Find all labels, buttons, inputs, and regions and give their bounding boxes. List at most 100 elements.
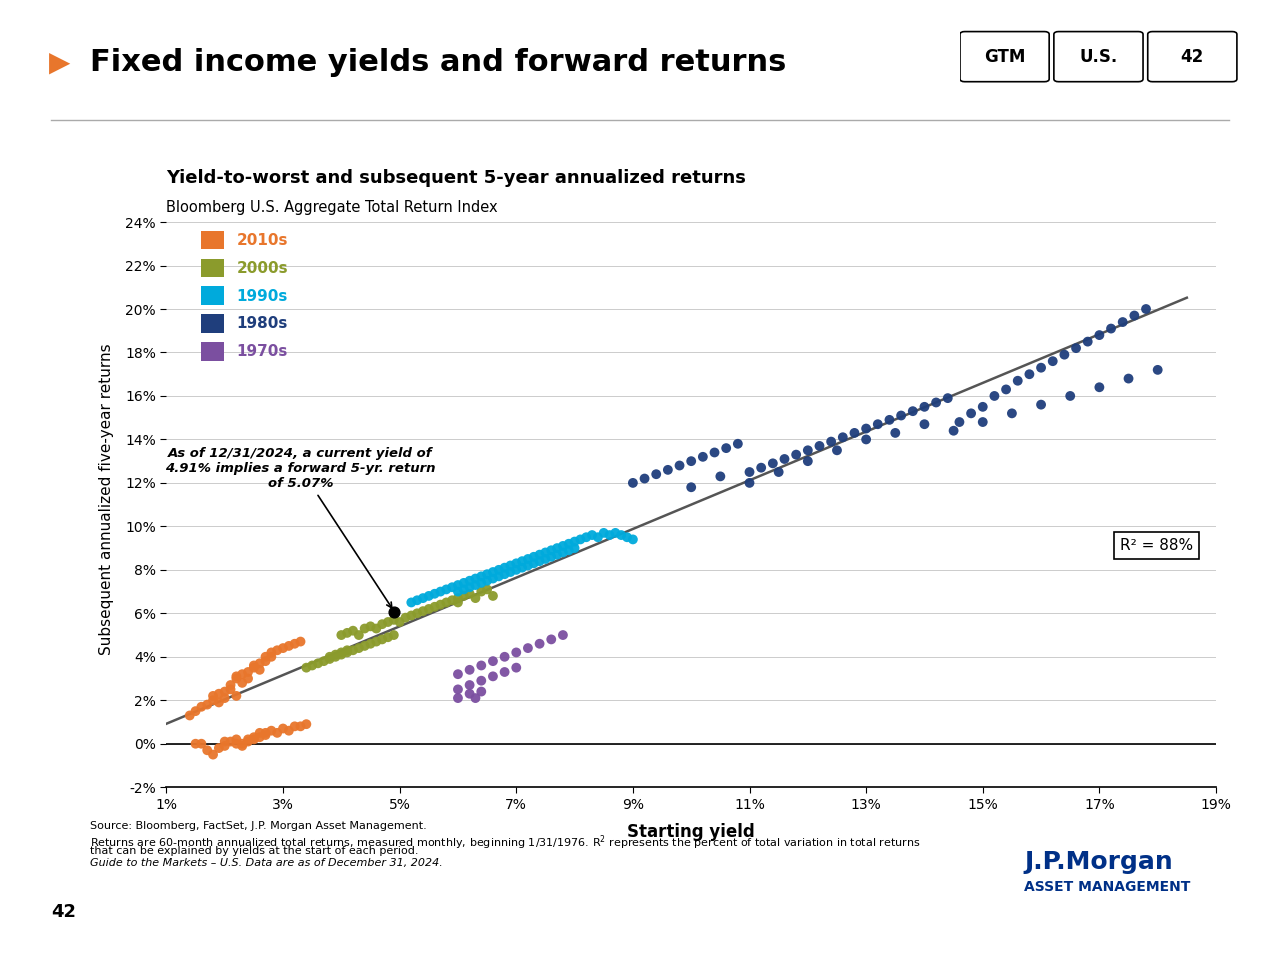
Text: As of 12/31/2024, a current yield of
4.91% implies a forward 5-yr. return
of 5.0: As of 12/31/2024, a current yield of 4.9… [165, 447, 435, 608]
Point [378, 614, 398, 630]
Point [343, 642, 364, 658]
FancyBboxPatch shape [1053, 32, 1143, 82]
Point [296, 660, 316, 675]
Point [460, 686, 480, 702]
Point [512, 560, 532, 575]
Point [1042, 353, 1062, 369]
Text: Yield-to-worst and subsequent 5-year annualized returns: Yield-to-worst and subsequent 5-year ann… [166, 169, 746, 187]
Point [453, 582, 474, 597]
Text: ASSET MANAGEMENT: ASSET MANAGEMENT [1024, 880, 1190, 894]
Point [740, 475, 760, 491]
Point [227, 688, 247, 704]
Point [517, 558, 538, 573]
Point [763, 456, 783, 471]
FancyBboxPatch shape [1148, 32, 1236, 82]
Point [261, 645, 282, 660]
Point [845, 425, 865, 441]
Point [453, 588, 474, 604]
Point [448, 666, 468, 682]
Point [261, 723, 282, 738]
Point [332, 647, 352, 662]
Point [243, 658, 264, 673]
Point [372, 616, 393, 632]
Point [973, 415, 993, 430]
Text: U.S.: U.S. [1079, 48, 1117, 65]
Text: 42: 42 [51, 903, 77, 921]
Point [1030, 360, 1051, 375]
Point [996, 382, 1016, 397]
Text: Fixed income yields and forward returns: Fixed income yields and forward returns [90, 48, 786, 77]
Point [553, 628, 573, 643]
Point [215, 738, 236, 754]
Point [914, 417, 934, 432]
Point [337, 625, 357, 640]
Point [465, 590, 485, 606]
Point [220, 733, 241, 749]
Point [348, 640, 369, 656]
Point [471, 575, 492, 590]
Text: ▶: ▶ [49, 48, 70, 77]
Point [564, 534, 585, 549]
Point [320, 649, 340, 664]
Point [809, 439, 829, 454]
Point [594, 525, 614, 540]
Text: Returns are 60-month annualized total returns, measured monthly, beginning 1/31/: Returns are 60-month annualized total re… [90, 833, 920, 852]
Point [302, 658, 323, 673]
Point [227, 671, 247, 686]
Point [279, 723, 300, 738]
Point [832, 429, 852, 444]
Point [412, 590, 433, 606]
Point [1078, 334, 1098, 349]
Point [820, 434, 841, 449]
Point [243, 660, 264, 675]
Point [425, 599, 445, 614]
Text: 42: 42 [1180, 48, 1204, 65]
Point [348, 628, 369, 643]
Point [576, 530, 596, 545]
Point [471, 658, 492, 673]
Point [558, 536, 579, 551]
Point [471, 584, 492, 599]
Point [1112, 314, 1133, 329]
Point [384, 628, 404, 643]
Point [325, 647, 346, 662]
Point [448, 590, 468, 606]
Point [360, 618, 380, 634]
Point [384, 612, 404, 628]
Point [279, 638, 300, 654]
Point [401, 608, 421, 623]
Point [570, 532, 590, 547]
Point [197, 697, 218, 712]
Point [973, 399, 993, 415]
Point [202, 692, 223, 708]
Point [1119, 371, 1139, 386]
Point [378, 630, 398, 645]
Point [460, 580, 480, 595]
Point [186, 704, 206, 719]
FancyBboxPatch shape [960, 32, 1050, 82]
Text: Fixed Income: Fixed Income [12, 452, 24, 546]
Point [407, 592, 428, 608]
Point [483, 571, 503, 587]
Text: J.P.Morgan: J.P.Morgan [1024, 851, 1172, 874]
Point [635, 470, 655, 486]
Point [215, 690, 236, 706]
Point [332, 628, 352, 643]
Point [681, 480, 701, 495]
Point [541, 549, 562, 564]
Point [448, 682, 468, 697]
Point [238, 733, 259, 749]
Point [250, 662, 270, 678]
Point [943, 423, 964, 439]
Point [1089, 327, 1110, 343]
Point [307, 656, 328, 671]
Point [1089, 379, 1110, 395]
Point [483, 564, 503, 580]
Point [524, 549, 544, 564]
Point [366, 621, 387, 636]
Point [1002, 406, 1023, 421]
Point [250, 656, 270, 671]
Point [483, 654, 503, 669]
Point [494, 560, 515, 575]
Point [1055, 347, 1075, 362]
